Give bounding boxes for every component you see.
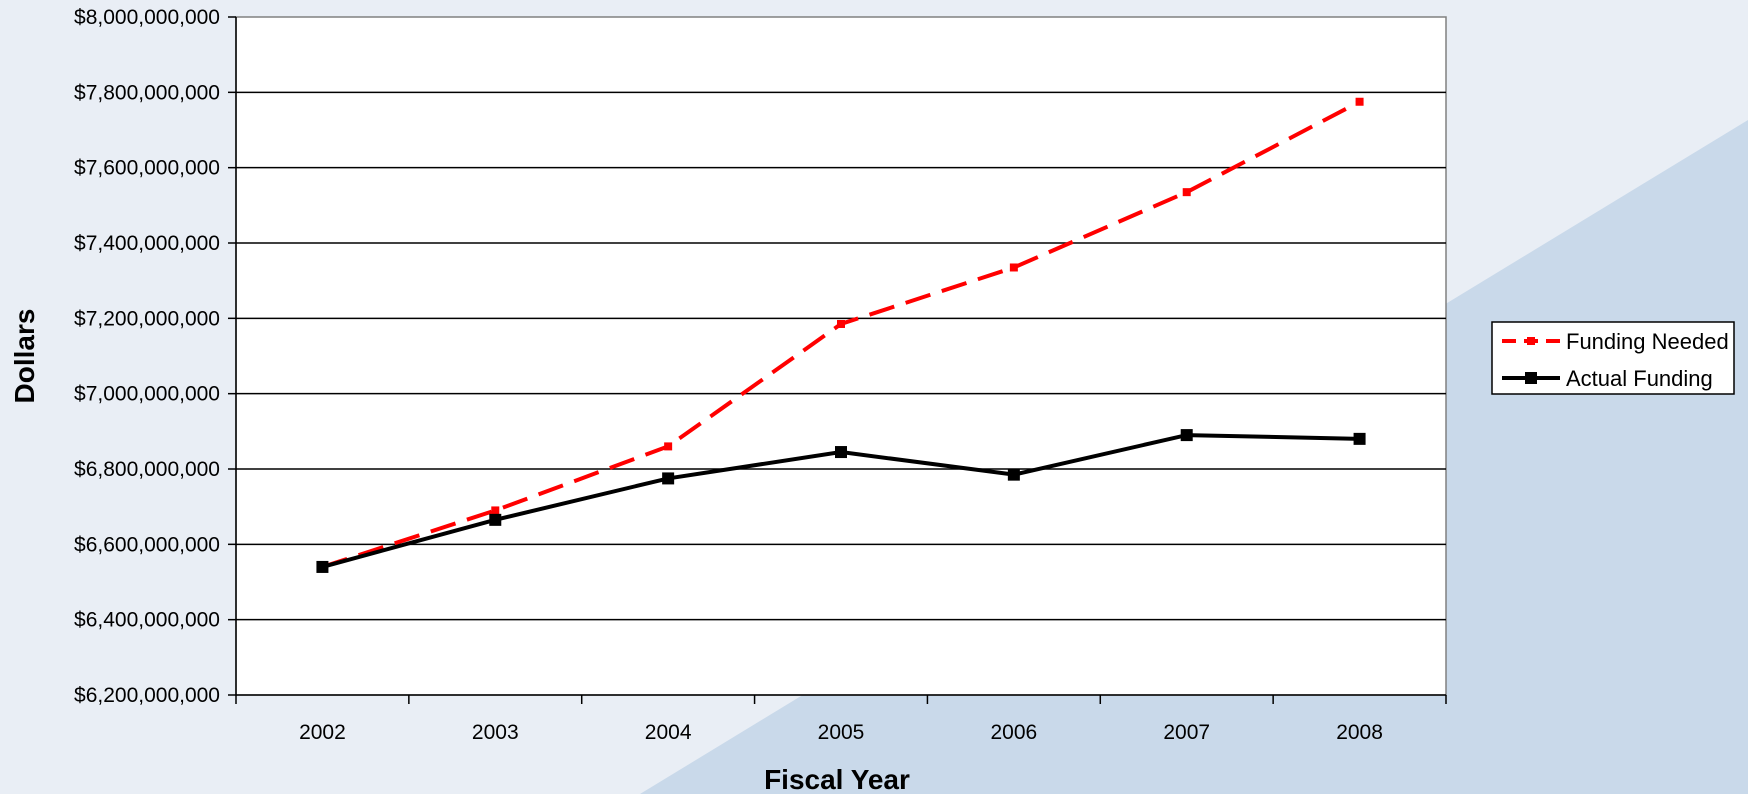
legend-label: Actual Funding bbox=[1566, 366, 1713, 391]
y-tick-label: $7,000,000,000 bbox=[74, 383, 220, 406]
y-tick-label: $7,200,000,000 bbox=[74, 307, 220, 330]
data-point-1 bbox=[489, 513, 502, 526]
y-tick-label: $6,400,000,000 bbox=[74, 609, 220, 632]
x-tick-label: 2007 bbox=[1163, 721, 1210, 744]
data-point-0 bbox=[1009, 263, 1018, 272]
y-tick-label: $7,600,000,000 bbox=[74, 157, 220, 180]
x-tick-label: 2006 bbox=[990, 721, 1037, 744]
y-tick-label: $8,000,000,000 bbox=[74, 6, 220, 29]
y-tick-label: $6,600,000,000 bbox=[74, 533, 220, 556]
data-point-1 bbox=[1007, 468, 1020, 481]
x-tick-label: 2003 bbox=[472, 721, 519, 744]
data-point-0 bbox=[491, 506, 500, 515]
data-point-1 bbox=[1353, 432, 1366, 445]
data-point-1 bbox=[316, 560, 329, 573]
x-tick-label: 2005 bbox=[818, 721, 865, 744]
data-point-1 bbox=[662, 472, 675, 485]
x-axis-title: Fiscal Year bbox=[764, 764, 910, 794]
data-point-0 bbox=[837, 319, 845, 328]
data-point-1 bbox=[1180, 429, 1193, 442]
series-layer bbox=[316, 97, 1366, 573]
data-point-0 bbox=[1355, 97, 1364, 106]
y-tick-label: $7,800,000,000 bbox=[74, 81, 220, 104]
legend: Funding Needed Actual Funding bbox=[1491, 321, 1735, 395]
x-axis: 2002 2003 2004 2005 2006 2007 2008 bbox=[235, 694, 1447, 744]
legend-label: Funding Needed bbox=[1566, 329, 1729, 354]
plot-area bbox=[235, 16, 1447, 696]
data-point-0 bbox=[664, 442, 673, 451]
legend-swatch-marker bbox=[1527, 337, 1535, 345]
y-axis: $6,200,000,000 $6,400,000,000 $6,600,000,0… bbox=[74, 6, 237, 707]
x-tick-label: 2002 bbox=[299, 721, 346, 744]
y-tick-label: $6,200,000,000 bbox=[74, 684, 220, 707]
grid-lines bbox=[236, 91, 1446, 621]
data-point-1 bbox=[835, 446, 847, 459]
y-tick-label: $7,400,000,000 bbox=[74, 232, 220, 255]
legend-swatch-marker bbox=[1525, 372, 1537, 384]
data-point-0 bbox=[1182, 188, 1191, 197]
y-axis-title: Dollars bbox=[9, 309, 40, 404]
x-tick-label: 2008 bbox=[1336, 721, 1383, 744]
y-tick-label: $6,800,000,000 bbox=[74, 458, 220, 481]
x-tick-label: 2004 bbox=[645, 721, 692, 744]
